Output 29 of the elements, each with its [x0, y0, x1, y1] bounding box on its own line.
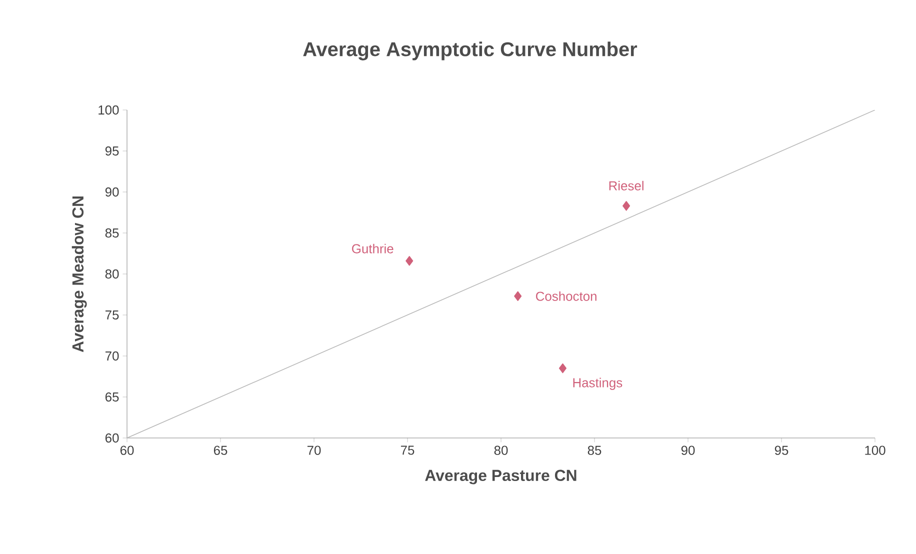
y-tick-label: 70 [106, 351, 119, 361]
x-tick-label: 85 [588, 446, 602, 455]
x-axis-title: Average Pasture CN [425, 470, 576, 484]
y-axis-title: Average Meadow CN [72, 196, 87, 352]
x-tick-label: 65 [214, 446, 228, 455]
point [514, 291, 522, 302]
x-tick-label: 70 [307, 446, 321, 455]
y-tick-label: 100 [98, 105, 119, 115]
x-tick-label: 100 [865, 446, 886, 455]
y-tick-label: 90 [105, 187, 119, 197]
x-tick-label: 80 [494, 446, 508, 455]
y-tick-label: 60 [105, 433, 119, 443]
x-tick-label: 75 [400, 446, 414, 455]
point [406, 256, 414, 266]
x-tick-label: 60 [120, 446, 134, 455]
x-tick-label: 95 [774, 446, 788, 455]
y-tick-label: 85 [105, 228, 119, 238]
annotation: Riesel [609, 180, 644, 190]
annotation: Guthrie [352, 244, 394, 254]
annotation: Coshocton [536, 291, 596, 301]
annotation: Hastings [573, 378, 622, 390]
point [558, 363, 566, 374]
x-tick-label: 90 [681, 446, 695, 455]
chart-title: Average Asymptotic Curve Number [303, 42, 638, 60]
y-tick-label: 80 [105, 269, 119, 279]
y-tick-label: 65 [105, 392, 119, 402]
point [622, 201, 630, 211]
y-tick-label: 75 [106, 310, 119, 320]
y-tick-label: 95 [105, 146, 119, 156]
